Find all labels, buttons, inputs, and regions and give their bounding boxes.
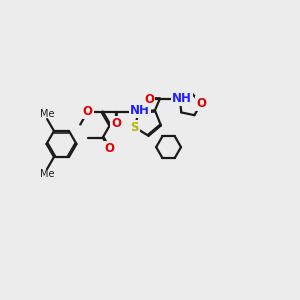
Text: NH: NH xyxy=(172,92,192,105)
Text: O: O xyxy=(196,97,206,110)
Text: O: O xyxy=(111,117,121,130)
Text: Me: Me xyxy=(40,109,54,119)
Text: O: O xyxy=(144,93,154,106)
Text: S: S xyxy=(130,121,139,134)
Text: O: O xyxy=(83,105,93,118)
Text: O: O xyxy=(104,142,114,155)
Text: NH: NH xyxy=(130,104,150,117)
Text: Me: Me xyxy=(40,169,54,179)
